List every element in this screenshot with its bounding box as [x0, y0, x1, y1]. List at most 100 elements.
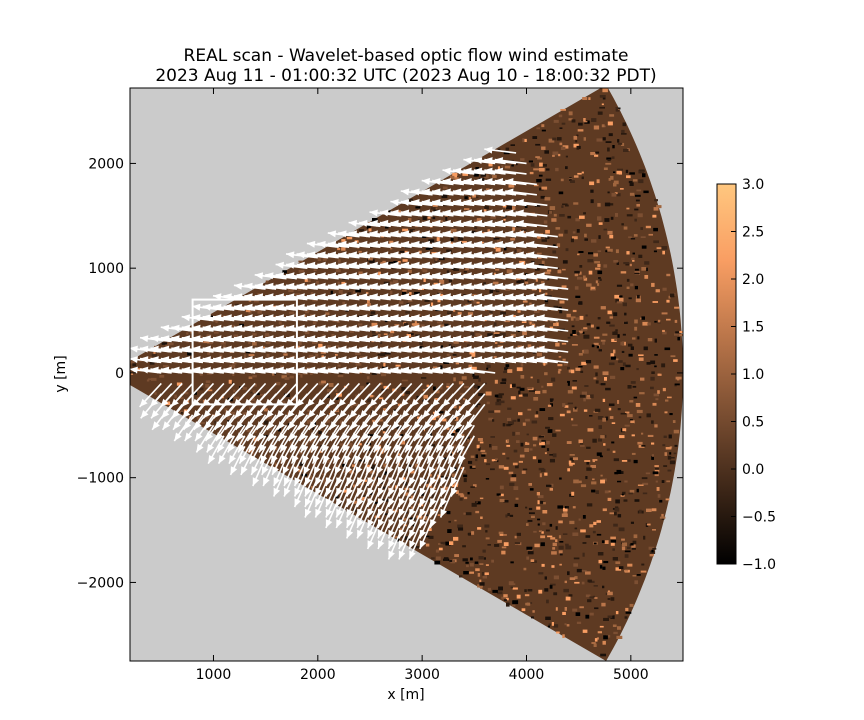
texture-cell [297, 417, 301, 420]
texture-cell [606, 634, 611, 638]
wind-vector-head [442, 293, 451, 301]
texture-cell [479, 441, 484, 444]
texture-cell [341, 247, 346, 251]
texture-cell [367, 434, 374, 436]
texture-cell [457, 524, 463, 529]
texture-cell [487, 333, 493, 338]
texture-cell [547, 429, 553, 433]
wind-vector-head [289, 432, 297, 441]
wind-vector-head [338, 282, 347, 290]
texture-cell [444, 323, 449, 327]
wind-vector-head [454, 421, 463, 430]
texture-cell [390, 247, 393, 250]
texture-cell [644, 261, 650, 265]
texture-cell [459, 392, 465, 395]
wind-vector-head [505, 314, 514, 322]
texture-cell [561, 342, 567, 345]
wind-vector-head [369, 335, 378, 343]
texture-cell [604, 540, 609, 544]
wind-vector-head [291, 455, 299, 464]
texture-cell [576, 332, 580, 336]
texture-cell [630, 521, 634, 524]
wind-vector-head [317, 366, 326, 374]
wind-vector-head [390, 303, 399, 311]
texture-cell [388, 486, 394, 490]
wind-vector-head [318, 410, 326, 419]
texture-cell [609, 512, 615, 515]
texture-cell [393, 261, 397, 264]
texture-cell [450, 433, 455, 436]
texture-cell [515, 497, 519, 500]
wind-vector-head [419, 519, 427, 528]
wind-vector-head [400, 366, 410, 374]
wind-vector-head [388, 540, 395, 549]
texture-cell [471, 353, 476, 357]
wind-vector-head [421, 398, 430, 407]
texture-cell [578, 480, 582, 484]
texture-cell [623, 226, 628, 230]
texture-cell [640, 227, 643, 230]
texture-cell [653, 393, 659, 397]
wind-vector-head [254, 282, 264, 290]
texture-cell [550, 537, 556, 540]
texture-cell [616, 262, 619, 265]
texture-cell [452, 405, 457, 409]
wind-vector-head [473, 293, 483, 301]
wind-vector-head [184, 432, 193, 441]
wind-vector-head [336, 498, 343, 507]
texture-cell [661, 513, 664, 517]
wind-vector-field [130, 146, 569, 560]
texture-cell [359, 459, 363, 462]
colorbar-tick-label: 0.0 [742, 462, 764, 478]
wind-vector-head [306, 251, 316, 259]
texture-cell [525, 418, 530, 422]
texture-cell [479, 563, 484, 565]
texture-cell [662, 444, 666, 447]
wind-vector-head [473, 345, 483, 353]
wind-vector-head [526, 345, 535, 353]
texture-cell [267, 415, 273, 419]
texture-cell [483, 557, 486, 560]
wind-vector-head [442, 167, 451, 175]
texture-cell [588, 252, 594, 255]
wind-vector-head [204, 421, 212, 430]
texture-cell [566, 410, 571, 414]
wind-vector-head [432, 219, 441, 227]
texture-cell [583, 118, 586, 122]
texture-cell [441, 194, 448, 199]
texture-cell [372, 218, 378, 222]
wind-vector-head [400, 345, 410, 353]
wind-vector-head [348, 261, 357, 269]
wind-vector-head [265, 366, 274, 374]
texture-cell [400, 434, 404, 437]
texture-cell [584, 238, 588, 241]
texture-cell [431, 557, 435, 560]
wind-vector-head [233, 356, 243, 364]
texture-cell [565, 204, 569, 207]
colorbar-ticks: 3.02.52.01.51.00.50.0−0.5−1.0 [731, 177, 776, 573]
texture-cell [446, 383, 450, 387]
texture-cell [493, 281, 499, 285]
texture-cell [447, 529, 452, 533]
wind-vector-head [453, 240, 462, 248]
wind-vector-head [515, 356, 524, 364]
wind-vector-head [367, 529, 374, 539]
texture-cell [641, 477, 648, 480]
wind-vector-head [213, 366, 222, 374]
texture-cell [392, 280, 399, 284]
wind-vector-head [306, 293, 316, 301]
wind-vector-head [281, 455, 289, 464]
texture-cell [549, 454, 553, 456]
texture-cell [502, 423, 506, 427]
texture-cell [390, 330, 395, 334]
wind-vector-head [325, 477, 333, 486]
texture-cell [159, 375, 165, 378]
texture-cell [562, 611, 566, 615]
texture-cell [613, 349, 616, 354]
texture-cell [661, 518, 665, 520]
texture-cell [585, 476, 588, 480]
texture-cell [586, 467, 592, 471]
wind-vector-head [505, 188, 514, 196]
wind-vector-head [494, 209, 504, 217]
wind-vector-head [202, 335, 211, 343]
